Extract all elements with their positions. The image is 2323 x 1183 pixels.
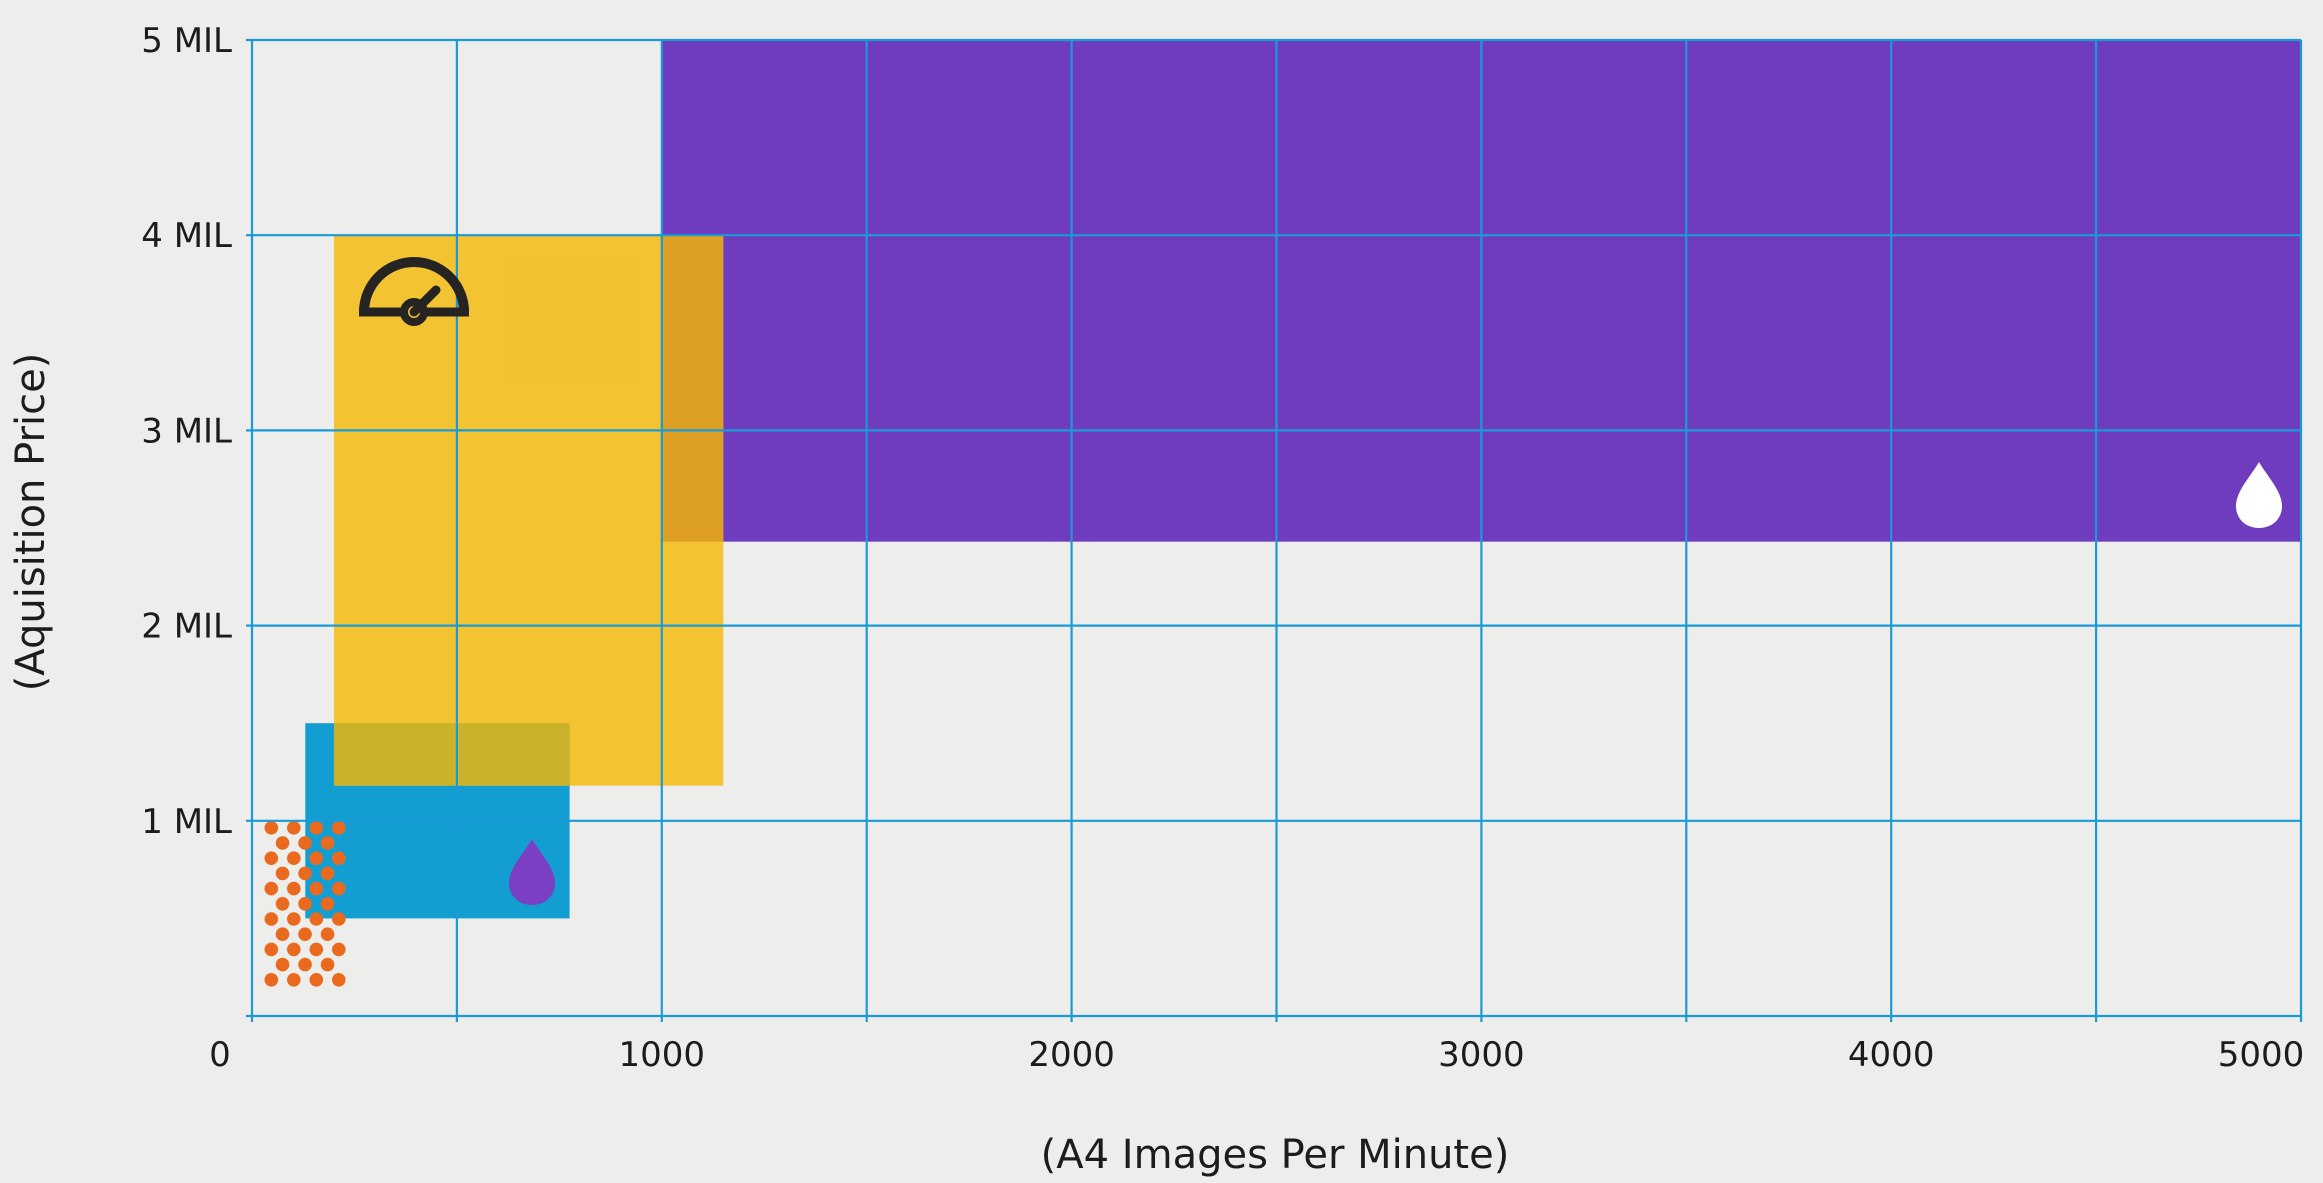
orange-dot (286, 942, 301, 957)
x-tick-label: 3000 (1438, 1035, 1525, 1075)
orange-dot (264, 912, 279, 926)
x-tick-labels: 0 1000 2000 3000 4000 5000 (209, 1035, 2304, 1075)
x-tick-label: 0 (209, 1035, 231, 1075)
x-tick-label: 2000 (1028, 1035, 1115, 1075)
x-tick-label: 4000 (1848, 1035, 1935, 1075)
orange-dot (331, 821, 346, 835)
y-tick-label: 4 MIL (141, 216, 232, 256)
orange-dot (298, 957, 312, 972)
y-tick-label: 1 MIL (141, 802, 232, 842)
orange-dot (275, 927, 290, 941)
orange-dot (264, 821, 279, 835)
orange-dot (309, 851, 324, 865)
orange-dot (309, 881, 324, 896)
x-tick-label: 1000 (619, 1035, 706, 1075)
orange-dot (320, 836, 335, 850)
y-tick-label: 5 MIL (141, 21, 232, 61)
y-axis-title: (Aquisition Price) (8, 353, 54, 692)
speedometer-icon (359, 257, 469, 326)
purple-ink-drop-icon (509, 839, 555, 905)
speedometer-needle (409, 285, 441, 317)
orange-dot (264, 942, 279, 957)
overlap-yellow-blue (333, 723, 570, 786)
region-yellow (333, 235, 724, 786)
speedometer-dial (359, 257, 469, 313)
orange-dot (286, 881, 301, 896)
y-tick-label: 3 MIL (141, 411, 232, 451)
grid-layer (246, 38, 2303, 1022)
y-tick-labels: 1 MIL 2 MIL 3 MIL 4 MIL 5 MIL (141, 21, 232, 842)
orange-dot (298, 866, 312, 881)
orange-dot (320, 866, 335, 881)
orange-dot (309, 821, 324, 835)
orange-dot (298, 836, 312, 850)
orange-dot (309, 912, 324, 926)
white-ink-drop-icon (2236, 462, 2282, 528)
orange-dot (331, 851, 346, 865)
orange-dot (275, 957, 290, 972)
region-orange-dots (264, 821, 346, 987)
overlap-yellow-purple (661, 235, 724, 542)
orange-dot (331, 912, 346, 926)
orange-dot (264, 973, 279, 987)
orange-dot (275, 836, 290, 850)
orange-dot (275, 897, 290, 911)
orange-dot (264, 851, 279, 865)
orange-dot (331, 881, 346, 896)
orange-dot (309, 973, 324, 987)
orange-dot (286, 912, 301, 926)
speedometer-hub (400, 298, 428, 326)
orange-dot (309, 942, 324, 957)
orange-dot (286, 821, 301, 835)
icons-layer (359, 257, 2282, 905)
x-axis-title: (A4 Images Per Minute) (1041, 1132, 1510, 1178)
orange-dot (320, 897, 335, 911)
orange-dot (298, 897, 312, 911)
orange-dot (320, 957, 335, 972)
x-tick-label: 5000 (2218, 1035, 2305, 1075)
orange-dot (320, 927, 335, 941)
orange-dot (264, 881, 279, 896)
orange-dot (275, 866, 290, 881)
orange-dot (331, 942, 346, 957)
orange-dot (331, 973, 346, 987)
orange-dot (286, 973, 301, 987)
orange-dot (298, 927, 312, 941)
y-tick-label: 2 MIL (141, 607, 232, 647)
orange-dot (286, 851, 301, 865)
